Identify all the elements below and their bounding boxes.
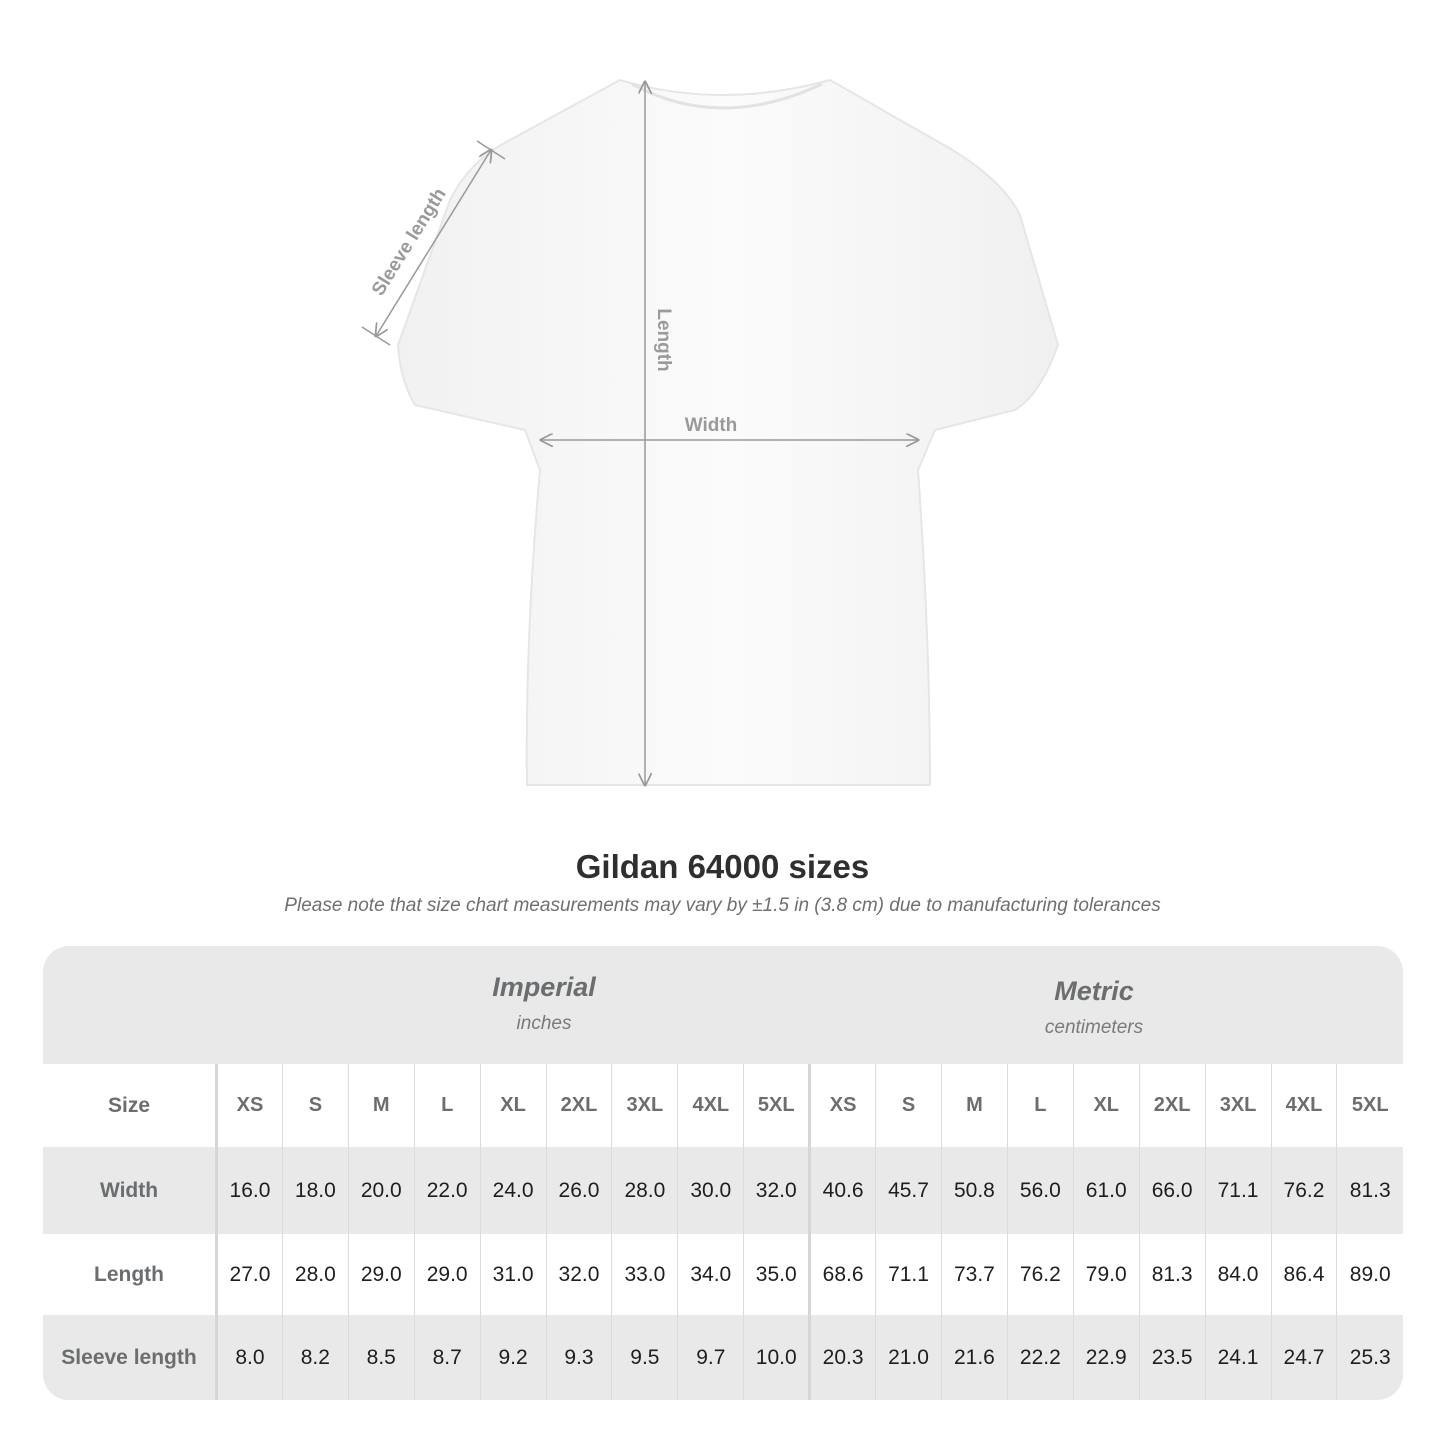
metric-unit: centimeters: [1044, 1017, 1144, 1038]
imperial-value-cell: 18.0: [281, 1147, 349, 1234]
imperial-value-cell: 27.0: [216, 1234, 283, 1315]
imperial-size-xs: XS: [216, 1064, 283, 1147]
imperial-value-cell: 9.7: [677, 1315, 744, 1400]
metric-size-2xl: 2XL: [1138, 1064, 1206, 1147]
metric-value-cell: 22.9: [1072, 1315, 1140, 1400]
imperial-value-cell: 8.5: [347, 1315, 415, 1400]
table-row-width: Width 16.0 18.0 20.0 22.0 24.0 26.0 28.0 30.0 32.…: [43, 1147, 1403, 1234]
metric-size-s: S: [875, 1064, 942, 1147]
imperial-header: Imperial inches: [217, 946, 871, 1064]
imperial-size-3xl: 3XL: [611, 1064, 678, 1147]
imperial-value-cell: 8.2: [281, 1315, 349, 1400]
imperial-size-m: M: [347, 1064, 415, 1147]
size-header-label: Size: [43, 1064, 218, 1147]
imperial-value-cell: 9.2: [479, 1315, 547, 1400]
metric-value-cell: 56.0: [1006, 1147, 1074, 1234]
imperial-value-cell: 34.0: [677, 1234, 744, 1315]
metric-size-l: L: [1006, 1064, 1074, 1147]
metric-value-cell: 71.1: [1204, 1147, 1271, 1234]
imperial-value-cell: 9.3: [545, 1315, 612, 1400]
table-row-length: Length 27.0 28.0 29.0 29.0 31.0 32.0 33.0 34.0 35…: [43, 1234, 1403, 1315]
imperial-value-cell: 26.0: [545, 1147, 612, 1234]
metric-value-cell: 61.0: [1072, 1147, 1140, 1234]
row-label: Sleeve length: [43, 1315, 218, 1400]
metric-value-cell: 50.8: [940, 1147, 1008, 1234]
imperial-value-cell: 28.0: [281, 1234, 349, 1315]
metric-value-cell: 79.0: [1072, 1234, 1140, 1315]
metric-value-cell: 73.7: [940, 1234, 1008, 1315]
imperial-size-xl: XL: [479, 1064, 547, 1147]
metric-size-m: M: [940, 1064, 1008, 1147]
imperial-value-cell: 10.0: [743, 1315, 810, 1400]
imperial-value-cell: 22.0: [413, 1147, 481, 1234]
imperial-title: Imperial: [492, 972, 596, 1002]
imperial-value-cell: 20.0: [347, 1147, 415, 1234]
metric-size-xs: XS: [808, 1064, 876, 1147]
metric-value-cell: 81.3: [1336, 1147, 1403, 1234]
metric-value-cell: 24.1: [1204, 1315, 1271, 1400]
metric-value-cell: 20.3: [808, 1315, 876, 1400]
metric-size-4xl: 4XL: [1270, 1064, 1337, 1147]
imperial-value-cell: 8.7: [413, 1315, 481, 1400]
row-label: Width: [43, 1147, 218, 1234]
metric-value-cell: 71.1: [875, 1234, 942, 1315]
imperial-value-cell: 29.0: [347, 1234, 415, 1315]
imperial-size-s: S: [281, 1064, 349, 1147]
table-row-sleeve-length: Sleeve length 8.0 8.2 8.5 8.7 9.2 9.3 9.5 9.7 10.…: [43, 1315, 1403, 1400]
metric-value-cell: 76.2: [1006, 1234, 1074, 1315]
imperial-value-cell: 32.0: [545, 1234, 612, 1315]
width-label: Width: [685, 415, 738, 436]
metric-header: Metric centimeters: [811, 950, 1377, 1068]
size-header-row: Size XS S M L XL 2XL 3XL 4XL 5XL XS S M L XL 2XL 3XL 4XL 5…: [43, 1064, 1403, 1147]
sleeve-measure-line: [376, 150, 491, 336]
imperial-size-2xl: 2XL: [545, 1064, 612, 1147]
size-table-card: Imperial inches Metric centimeters Size X…: [43, 946, 1403, 1400]
metric-value-cell: 23.5: [1138, 1315, 1206, 1400]
imperial-size-4xl: 4XL: [677, 1064, 744, 1147]
length-label: Length: [653, 308, 674, 371]
imperial-value-cell: 8.0: [216, 1315, 283, 1400]
metric-value-cell: 89.0: [1336, 1234, 1403, 1315]
tshirt-shape: [396, 78, 1060, 786]
metric-size-5xl: 5XL: [1336, 1064, 1403, 1147]
tolerance-note: Please note that size chart measurements…: [284, 895, 1161, 916]
imperial-value-cell: 31.0: [479, 1234, 547, 1315]
imperial-value-cell: 28.0: [611, 1147, 678, 1234]
metric-value-cell: 22.2: [1006, 1315, 1074, 1400]
metric-value-cell: 84.0: [1204, 1234, 1271, 1315]
imperial-value-cell: 24.0: [479, 1147, 547, 1234]
metric-value-cell: 76.2: [1270, 1147, 1337, 1234]
imperial-value-cell: 29.0: [413, 1234, 481, 1315]
imperial-size-l: L: [413, 1064, 481, 1147]
metric-value-cell: 66.0: [1138, 1147, 1206, 1234]
metric-size-xl: XL: [1072, 1064, 1140, 1147]
metric-value-cell: 81.3: [1138, 1234, 1206, 1315]
page-title: Gildan 64000 sizes: [575, 848, 870, 885]
size-table: Size XS S M L XL 2XL 3XL 4XL 5XL XS S M L XL 2XL 3XL 4XL 5…: [43, 1064, 1403, 1400]
imperial-unit: inches: [516, 1013, 572, 1034]
imperial-value-cell: 32.0: [743, 1147, 810, 1234]
metric-value-cell: 68.6: [808, 1234, 876, 1315]
metric-value-cell: 21.0: [875, 1315, 942, 1400]
tshirt-diagram: Length Width Sleeve length: [361, 78, 1060, 820]
imperial-value-cell: 16.0: [216, 1147, 283, 1234]
imperial-value-cell: 35.0: [743, 1234, 810, 1315]
metric-value-cell: 86.4: [1270, 1234, 1337, 1315]
imperial-value-cell: 30.0: [677, 1147, 744, 1234]
metric-value-cell: 25.3: [1336, 1315, 1403, 1400]
metric-size-3xl: 3XL: [1204, 1064, 1271, 1147]
metric-value-cell: 45.7: [875, 1147, 942, 1234]
imperial-value-cell: 33.0: [611, 1234, 678, 1315]
metric-title: Metric: [1054, 976, 1134, 1006]
metric-value-cell: 21.6: [940, 1315, 1008, 1400]
metric-value-cell: 24.7: [1270, 1315, 1337, 1400]
imperial-size-5xl: 5XL: [743, 1064, 810, 1147]
metric-value-cell: 40.6: [808, 1147, 876, 1234]
imperial-value-cell: 9.5: [611, 1315, 678, 1400]
row-label: Length: [43, 1234, 218, 1315]
